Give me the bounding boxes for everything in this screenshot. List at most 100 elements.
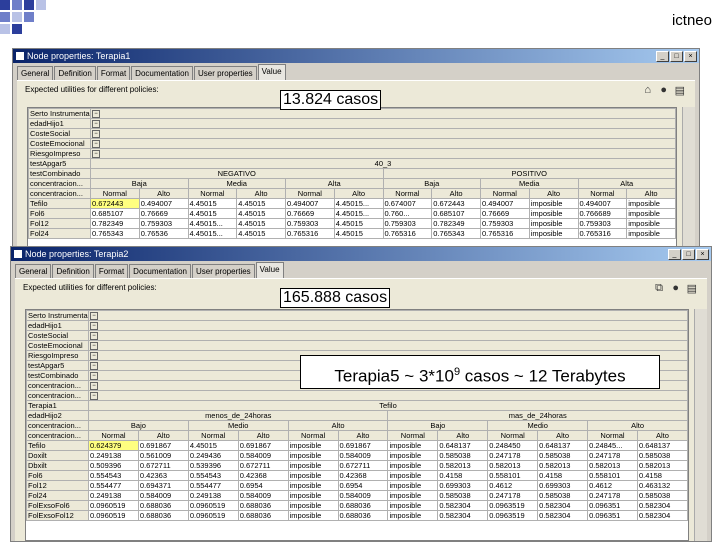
utility-cell: 0.688036 [137,500,189,512]
param-row: testCombinado NEGATIVO POSITIVO [28,168,676,180]
tab-format[interactable]: Format [96,66,131,80]
param-label: Serto Instrumental [26,309,89,322]
expand-toggle[interactable]: − [90,382,98,390]
record-icon[interactable]: ● [660,84,667,96]
tab-definition[interactable]: Definition [52,264,94,278]
expand-toggle[interactable]: − [92,150,100,158]
policy-row[interactable]: Fol6 0.685107 0.76669 4.45015 4.45015 0.76669… [28,208,676,220]
list-icon[interactable]: ▤ [674,85,685,97]
policy-row[interactable]: Fol12 0.782349 0.759303 4.45015... 4.45015 0.… [28,218,676,230]
param-label: CosteEmocional [26,340,89,352]
tab-user-properties[interactable]: User properties [193,66,257,80]
utility-cell: 0.765343 [90,228,140,240]
expand-toggle[interactable]: − [90,362,98,370]
param-label: concentracion... [26,390,89,402]
utility-cell: 0.648137 [437,440,489,452]
param-row: edadHijo1− [28,118,676,130]
expand-toggle[interactable]: − [90,312,98,320]
policy-row[interactable]: Fol24 0.765343 0.76536 4.45015... 4.45015 0.7… [28,228,676,240]
copy-icon[interactable]: ⧉ [655,282,663,294]
maximize-button[interactable]: □ [682,249,695,260]
expand-toggle[interactable]: − [92,120,100,128]
expand-toggle[interactable]: − [92,130,100,138]
utility-cell: 0.494007 [577,198,628,210]
tab-value[interactable]: Value [255,262,284,278]
utility-cell: 0.782349 [431,218,481,230]
policy-row[interactable]: Fol12 0.554477 0.694371 0.554477 0.6954 impos… [26,480,689,492]
utility-cell: imposible [287,510,339,522]
policy-row[interactable]: Tefilo 0.672443 0.494007 4.45015 4.45015 0.49… [28,198,676,210]
column-header-row: concentracion... Normal Alto Normal Alto N… [26,430,689,442]
utility-cell: 0.0960519 [187,510,239,522]
policy-name: Doxilt [26,450,89,462]
policy-row[interactable]: Tefilo 0.624379 0.691867 4.45015 0.691867 imp… [26,440,689,452]
utility-cell: imposible [287,460,339,472]
tab-format[interactable]: Format [94,264,129,278]
utility-cell: 0.672711 [237,460,289,472]
utility-cell: 0.76669 [285,208,335,220]
utility-cell: 0.0960519 [88,500,139,512]
utility-cell: 0.765316 [285,228,335,240]
param-label: concentracion... [26,380,89,392]
policy-row[interactable]: Dbxilt 0.509396 0.672711 0.539396 0.672711 im… [26,460,689,472]
utility-cell: 0.582013 [487,460,539,472]
policy-row[interactable]: FolExsoFol6 0.0960519 0.688036 0.0960519 0.6… [26,500,689,512]
utility-cell: 0.674007 [382,198,433,210]
close-button[interactable]: × [696,249,709,260]
expand-toggle[interactable]: − [90,332,98,340]
record-icon[interactable]: ● [672,282,679,294]
window-2-titlebar: Node properties: Terapia2 _ □ × [11,247,711,261]
minimize-button[interactable]: _ [668,249,681,260]
utility-cell: 0.0960519 [88,510,139,522]
vertical-scrollbar[interactable] [682,107,695,249]
utility-cell: 0.249436 [187,450,239,462]
tab-documentation[interactable]: Documentation [131,66,193,80]
brand-label: ictneo [671,12,712,29]
utility-cell: imposible [287,440,339,452]
utility-cell: 0.584009 [337,490,389,502]
policy-row[interactable]: FolExsoFol12 0.0960519 0.688036 0.0960519 0.… [26,510,689,522]
tab-general[interactable]: General [15,264,52,278]
policy-row[interactable]: Doxilt 0.249138 0.561009 0.249436 0.584009 im… [26,450,689,462]
utility-cell: 4.45015 [187,198,238,210]
tab-general[interactable]: General [17,66,54,80]
panel-title: Expected utilities for different policie… [23,283,157,292]
tab-documentation[interactable]: Documentation [129,264,191,278]
param-row: CosteEmocional − [26,340,688,352]
expand-toggle[interactable]: − [90,352,98,360]
tab-definition[interactable]: Definition [54,66,96,80]
utility-cell: 0.582304 [437,510,489,522]
utility-cell: 0.672443 [431,198,481,210]
utility-cell: 0.691867 [337,440,389,452]
vertical-scrollbar[interactable] [694,309,707,541]
utility-cell: 0.688036 [237,510,289,522]
expand-toggle[interactable]: − [90,342,98,350]
utility-cell: 0.463132 [636,480,689,492]
minimize-button[interactable]: _ [656,51,669,62]
policy-row[interactable]: Fol24 0.249138 0.584009 0.249138 0.584009 imp… [26,490,689,502]
tool-icon[interactable]: ⌂ [644,84,651,96]
param-label: edadHijo1 [26,320,89,332]
expand-toggle[interactable]: − [90,372,98,380]
utility-cell: 0.249138 [88,490,139,502]
utility-cell: 0.24845... [587,440,638,452]
policy-row[interactable]: Fol6 0.554543 0.42363 0.554543 0.42368 imposi… [26,470,689,482]
utility-cell: imposible [528,218,579,230]
expand-toggle[interactable]: − [90,322,98,330]
utility-cell: 0.685107 [90,208,140,220]
window-1-tabs: General Definition Format Documentation … [17,64,287,80]
maximize-button[interactable]: □ [670,51,683,62]
list-icon[interactable]: ▤ [686,283,697,295]
utility-cell: 0.4158 [636,470,689,482]
window-2-tabs: General Definition Format Documentation … [15,262,285,278]
expand-toggle[interactable]: − [92,110,100,118]
expand-toggle[interactable]: − [92,140,100,148]
utility-cell: 0.561009 [137,450,189,462]
utility-cell: 0.699303 [537,480,589,492]
expand-toggle[interactable]: − [90,392,98,400]
tab-value[interactable]: Value [257,64,286,80]
tab-user-properties[interactable]: User properties [191,264,255,278]
close-button[interactable]: × [684,51,697,62]
utility-cell: 0.096351 [587,500,638,512]
utility-cell: 0.759303 [480,218,530,230]
